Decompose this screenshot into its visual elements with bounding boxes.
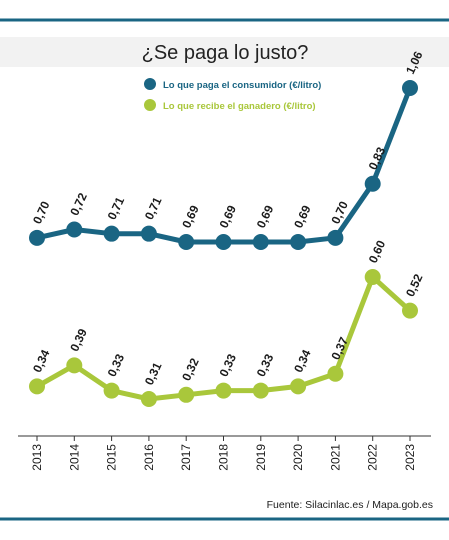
x-tick-label-2022: 2022 bbox=[366, 444, 380, 471]
legend: Lo que paga el consumidor (€/litro) Lo q… bbox=[144, 78, 321, 112]
consumer-point-2016 bbox=[140, 225, 157, 242]
legend-marker-farmer bbox=[144, 99, 156, 111]
x-tick-label-2019: 2019 bbox=[254, 444, 268, 471]
x-tick-label-2016: 2016 bbox=[142, 444, 156, 471]
farmer-value-label-2019: 0,33 bbox=[254, 351, 277, 378]
title-band bbox=[0, 37, 449, 67]
farmer-value-label-2020: 0,34 bbox=[291, 347, 314, 374]
consumer-point-2018 bbox=[215, 234, 232, 250]
consumer-point-2013 bbox=[29, 229, 45, 246]
legend-item-consumer: Lo que paga el consumidor (€/litro) bbox=[144, 78, 321, 91]
chart-title: ¿Se paga lo justo? bbox=[142, 42, 309, 64]
x-tick-label-2014: 2014 bbox=[67, 444, 81, 471]
consumer-point-2021 bbox=[327, 229, 344, 246]
farmer-point-2022 bbox=[364, 269, 381, 285]
source-note: Fuente: Silacinlac.es / Mapa.gob.es bbox=[267, 499, 433, 511]
x-tick-label-2017: 2017 bbox=[179, 444, 193, 471]
farmer-point-2023 bbox=[402, 302, 418, 319]
consumer-value-label-2018: 0,69 bbox=[217, 203, 240, 230]
consumer-value-label-2017: 0,69 bbox=[179, 203, 202, 230]
farmer-point-2013 bbox=[29, 378, 45, 395]
farmer-value-label-2017: 0,32 bbox=[179, 356, 202, 383]
x-tick-label-2023: 2023 bbox=[403, 444, 417, 471]
legend-marker-consumer bbox=[144, 78, 156, 90]
consumer-point-2022 bbox=[364, 175, 381, 192]
x-tick-label-2013: 2013 bbox=[30, 444, 44, 471]
x-axis: 2013 2014 2015 2016 2017 2018 2019 2020 2021 2022… bbox=[30, 436, 417, 471]
farmer-point-2018 bbox=[215, 382, 232, 399]
legend-label-consumer: Lo que paga el consumidor (€/litro) bbox=[163, 80, 321, 91]
farmer-value-label-2013: 0,34 bbox=[30, 347, 53, 374]
consumer-point-2017 bbox=[178, 234, 195, 250]
consumer-point-2014 bbox=[66, 221, 83, 238]
consumer-value-label-2020: 0,69 bbox=[291, 203, 314, 230]
x-tick-label-2021: 2021 bbox=[328, 444, 342, 471]
farmer-value-label-2022: 0,60 bbox=[366, 238, 389, 265]
farmer-point-2021 bbox=[327, 365, 344, 382]
consumer-point-2015 bbox=[103, 225, 120, 242]
farmer-value-label-2023: 0,52 bbox=[403, 272, 426, 299]
x-tick-label-2020: 2020 bbox=[291, 444, 305, 471]
consumer-point-2019 bbox=[252, 234, 269, 250]
consumer-value-label-2019: 0,69 bbox=[254, 203, 277, 230]
legend-item-farmer: Lo que recibe el ganadero (€/litro) bbox=[144, 99, 316, 112]
farmer-value-label-2016: 0,31 bbox=[142, 360, 165, 387]
consumer-value-label-2013: 0,70 bbox=[30, 199, 53, 226]
consumer-point-2023 bbox=[402, 80, 418, 96]
x-tick-label-2018: 2018 bbox=[217, 444, 231, 471]
farmer-point-2020 bbox=[290, 378, 307, 395]
farmer-point-2016 bbox=[140, 391, 157, 407]
farmer-line bbox=[34, 274, 413, 402]
farmer-point-2015 bbox=[103, 382, 120, 399]
farmer-value-label-2014: 0,39 bbox=[67, 326, 90, 353]
farmer-point-2014 bbox=[66, 357, 83, 374]
legend-label-farmer: Lo que recibe el ganadero (€/litro) bbox=[163, 101, 316, 112]
farmer-point-2019 bbox=[252, 382, 269, 399]
consumer-value-label-2015: 0,71 bbox=[105, 195, 128, 222]
consumer-point-2020 bbox=[290, 234, 307, 250]
x-tick-label-2015: 2015 bbox=[105, 444, 119, 471]
farmer-value-label-2018: 0,33 bbox=[217, 351, 240, 378]
farmer-point-2017 bbox=[178, 386, 195, 403]
consumer-value-label-2016: 0,71 bbox=[142, 195, 165, 222]
consumer-value-label-2014: 0,72 bbox=[67, 190, 90, 217]
farmer-value-label-2015: 0,33 bbox=[105, 351, 128, 378]
